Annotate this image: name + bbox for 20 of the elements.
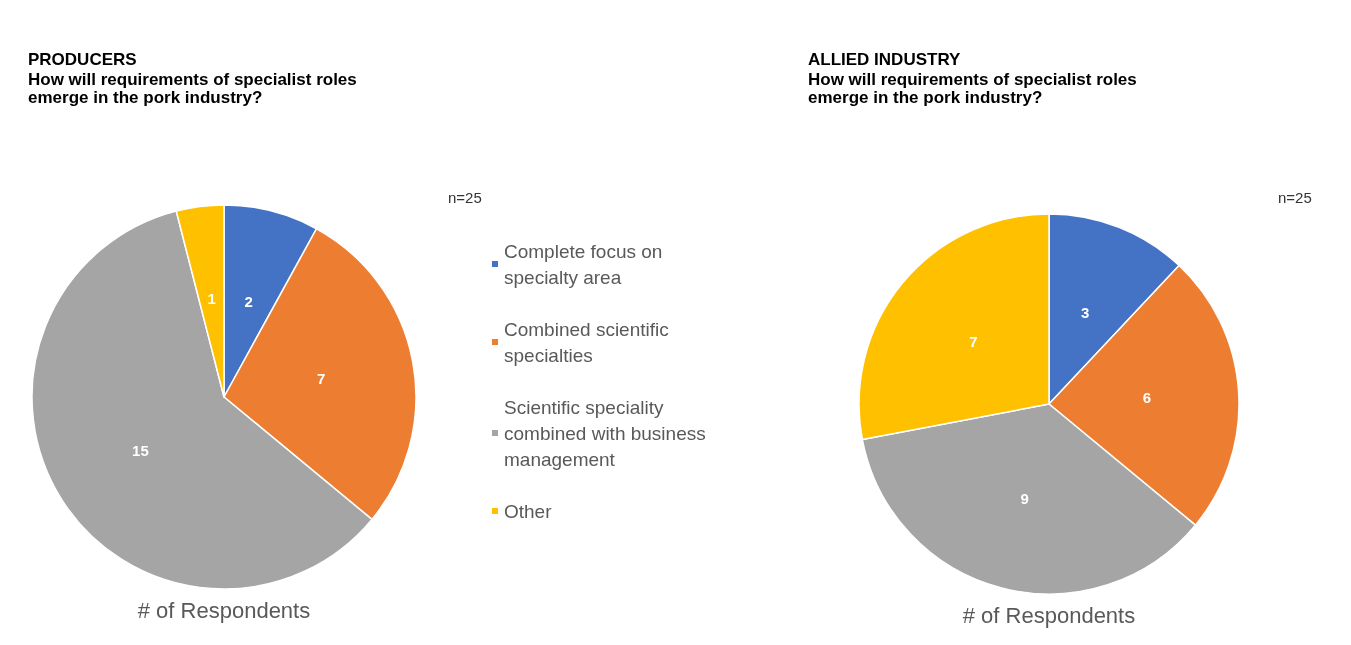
legend-label: Other — [504, 500, 553, 522]
data-label: 6 — [1142, 389, 1151, 407]
data-label: 2 — [244, 292, 253, 310]
chart-title: PRODUCERS — [28, 50, 137, 69]
chart-subtitle: How will requirements of specialist roles emerge in the pork industry? — [808, 69, 1137, 107]
data-label: 7 — [317, 369, 326, 387]
legend-label: Combined scientific specialties — [504, 318, 675, 366]
text: # of Respondents — [137, 597, 311, 623]
chart-title: ALLIED INDUSTRY — [808, 50, 962, 69]
data-label: 9 — [1020, 490, 1029, 508]
text: n=25 — [1278, 189, 1312, 206]
data-label: 15 — [132, 441, 149, 459]
data-label: 3 — [1080, 304, 1090, 322]
text: n=25 — [448, 189, 482, 206]
legend-label: Complete focus on specialty area — [504, 240, 668, 288]
text: # of Respondents — [962, 602, 1136, 628]
data-label: 7 — [969, 333, 978, 351]
chart-subtitle: How will requirements of specialist roles emerge in the pork industry? — [28, 69, 357, 107]
legend-label: Scientific speciality combined with business management — [504, 396, 711, 470]
data-label: 1 — [207, 290, 216, 308]
